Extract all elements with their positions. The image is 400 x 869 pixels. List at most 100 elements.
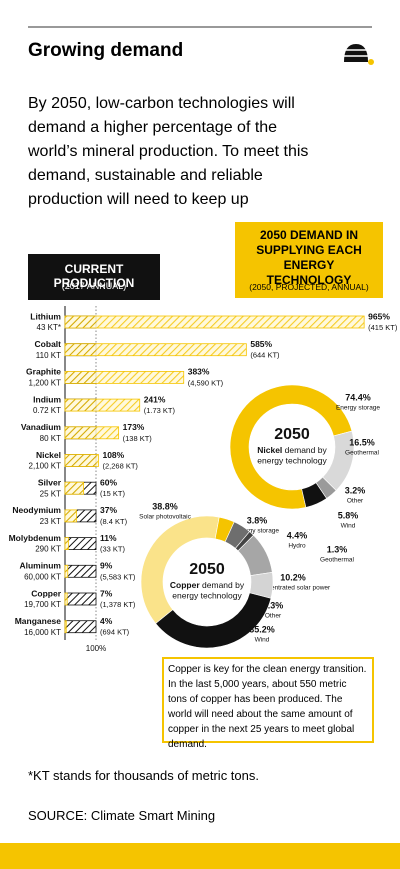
bar-demand: [64, 315, 365, 329]
donut-center-bold: Copper: [170, 580, 200, 590]
detail-label: (644 KT): [250, 351, 280, 360]
current-header: CURRENT PRODUCTION: [53, 262, 135, 290]
source: SOURCE: Climate Smart Mining: [28, 808, 216, 823]
category-label: Nickel: [36, 450, 61, 460]
category-label: Aluminum: [19, 561, 61, 571]
donut-center-line: energy technology: [257, 455, 327, 465]
category-sublabel: 110 KT: [36, 351, 61, 360]
bar-demand: [64, 426, 120, 440]
bar-demand: [64, 343, 247, 357]
bar-current: [64, 620, 97, 634]
detail-label: (15 KT): [100, 489, 126, 498]
x-tick-label: 100%: [86, 644, 106, 653]
donut-segment: [301, 482, 327, 508]
bar-demand: [64, 398, 141, 412]
category-sublabel: 0.72 KT: [33, 406, 61, 415]
segment-value-label: 1.3%: [327, 544, 348, 554]
detail-label: (33 KT): [100, 545, 126, 554]
value-label: 11%: [100, 533, 117, 543]
value-label: 965%: [368, 311, 390, 321]
segment-label: Other: [347, 498, 364, 505]
category-sublabel: 1,200 KT: [29, 379, 62, 388]
category-sublabel: 80 KT: [40, 434, 61, 443]
category-sublabel: 60,000 KT: [24, 572, 61, 581]
value-label: 60%: [100, 477, 117, 487]
category-label: Silver: [38, 477, 62, 487]
segment-label: Geothermal: [345, 450, 380, 457]
segment-label: Energy storage: [235, 528, 279, 535]
value-label: 383%: [188, 367, 210, 377]
donut-center-text: demand by: [285, 445, 328, 455]
bar-current: [64, 592, 97, 606]
value-label: 585%: [250, 339, 272, 349]
segment-label: Other: [265, 613, 282, 620]
value-label: 173%: [123, 422, 145, 432]
category-label: Cobalt: [35, 339, 62, 349]
donut-center-title: 2050: [189, 561, 225, 578]
demand-header-box: [235, 222, 383, 298]
current-subheader: (2017 ANNUAL): [61, 281, 127, 291]
segment-value-label: 4.4%: [287, 530, 308, 540]
segment-label: Solar photovoltaic: [139, 514, 191, 521]
title: Growing demand: [28, 40, 184, 61]
value-label: 9%: [100, 561, 113, 571]
donut-center-line: Copper demand by: [170, 580, 245, 590]
value-label: 241%: [144, 394, 166, 404]
category-sublabel: 16,000 KT: [24, 628, 61, 637]
detail-label: (8.4 KT): [100, 517, 128, 526]
bar-demand: [64, 481, 85, 495]
donut-center-bold: Nickel: [257, 445, 282, 455]
segment-label: Wind: [341, 523, 356, 530]
category-sublabel: 43 KT*: [37, 323, 61, 332]
callout: Copper is key for the clean energy trans…: [162, 657, 374, 750]
segment-label: Geothermal: [320, 557, 355, 564]
intro: By 2050, low-carbon technologies will de…: [28, 95, 309, 208]
category-label: Vanadium: [21, 422, 62, 432]
footnote: *KT stands for thousands of metric tons.: [28, 768, 259, 783]
detail-label: (4,590 KT): [188, 378, 224, 387]
bar-demand: [64, 537, 69, 550]
donut-center-title: 2050: [274, 426, 310, 443]
value-label: 108%: [102, 450, 124, 460]
segment-value-label: 74.4%: [345, 392, 371, 402]
bar-demand: [64, 509, 77, 523]
detail-label: (2,268 KT): [102, 461, 138, 470]
segment-value-label: 35.2%: [249, 624, 275, 634]
segment-value-label: 6.3%: [263, 600, 284, 610]
segment-label: Wind: [255, 637, 270, 644]
category-sublabel: 2,100 KT: [29, 462, 62, 471]
current-header-box: [28, 254, 160, 300]
category-label: Copper: [31, 588, 61, 598]
value-label: 37%: [100, 505, 117, 515]
detail-label: (1,378 KT): [100, 600, 136, 609]
bar-demand: [64, 620, 67, 634]
category-label: Indium: [33, 394, 61, 404]
donut-center-text: demand by: [202, 580, 245, 590]
value-label: 4%: [100, 616, 113, 626]
donut-center-line: Nickel demand by: [257, 445, 327, 455]
category-label: Neodymium: [12, 505, 61, 515]
detail-label: (138 KT): [123, 434, 153, 443]
logo: [344, 44, 374, 65]
segment-value-label: 38.8%: [152, 501, 178, 511]
bar-demand: [64, 454, 99, 467]
category-sublabel: 25 KT: [40, 489, 61, 498]
demand-subheader: (2050, PROJECTED, ANNUAL): [249, 282, 369, 292]
detail-label: (694 KT): [100, 628, 130, 637]
bar-demand: [64, 370, 185, 384]
category-label: Molybdenum: [9, 533, 62, 543]
category-sublabel: 23 KT: [40, 517, 61, 526]
donut-segment: [229, 384, 353, 510]
donut-center-line: energy technology: [172, 590, 242, 600]
donut-segment: [155, 592, 272, 649]
footer-bar: [0, 843, 400, 869]
segment-label: Concentrated solar power: [256, 585, 331, 592]
segment-value-label: 5.8%: [338, 510, 359, 520]
segment-value-label: 3.8%: [247, 515, 268, 525]
bar-current: [64, 537, 97, 550]
category-label: Lithium: [30, 311, 61, 321]
segment-value-label: 3.2%: [345, 485, 366, 495]
detail-label: (415 KT): [368, 323, 398, 332]
